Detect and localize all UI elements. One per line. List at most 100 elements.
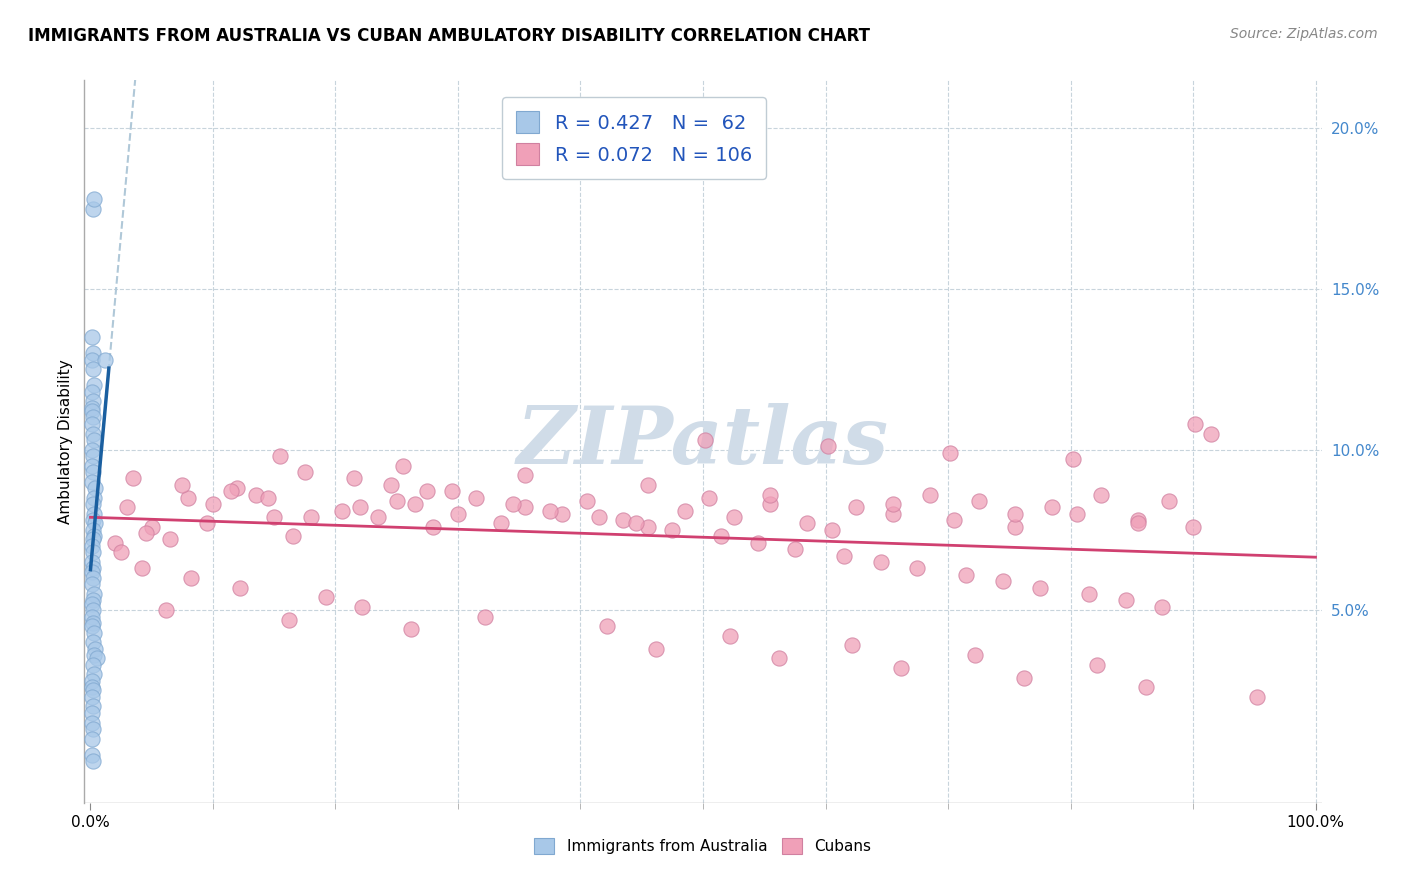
Point (80, 690, 103, 704)
Point (1152, 599, 1174, 614)
Point (82, 635, 104, 649)
Point (82, 449, 104, 463)
Point (82, 657, 104, 672)
Point (890, 661, 912, 675)
Point (83, 667, 105, 681)
Point (82, 571, 104, 585)
Point (281, 529, 304, 543)
Point (257, 491, 280, 505)
Point (1004, 507, 1026, 521)
Point (221, 484, 243, 499)
Point (82, 465, 104, 479)
Point (845, 500, 868, 515)
Point (201, 497, 224, 511)
Text: ZIPatlas: ZIPatlas (517, 403, 889, 480)
Point (1040, 500, 1063, 515)
Point (596, 619, 619, 633)
Point (447, 507, 470, 521)
Point (637, 478, 659, 492)
Text: IMMIGRANTS FROM AUSTRALIA VS CUBAN AMBULATORY DISABILITY CORRELATION CHART: IMMIGRANTS FROM AUSTRALIA VS CUBAN AMBUL… (28, 27, 870, 45)
Point (637, 519, 659, 533)
Point (349, 500, 371, 515)
Point (697, 491, 720, 505)
Point (991, 574, 1014, 589)
Point (882, 507, 904, 521)
Point (82, 754, 104, 768)
Point (963, 648, 986, 662)
Point (1135, 680, 1157, 694)
Point (82, 545, 104, 559)
Point (80, 706, 103, 720)
Point (83, 433, 105, 447)
Point (80, 577, 103, 591)
Point (135, 526, 157, 541)
Point (1012, 671, 1035, 685)
Point (385, 494, 408, 508)
Point (83, 529, 105, 543)
Point (82, 722, 104, 736)
Point (1087, 657, 1109, 672)
Point (86, 651, 108, 665)
Point (269, 449, 291, 463)
Point (80, 747, 103, 762)
Point (1077, 587, 1099, 601)
Point (1184, 417, 1206, 431)
Point (278, 613, 301, 627)
Point (352, 599, 374, 614)
Point (299, 510, 322, 524)
Point (80, 330, 103, 344)
Point (401, 623, 423, 637)
Point (1126, 516, 1149, 531)
Point (832, 549, 855, 563)
Point (84, 516, 107, 531)
Point (80, 609, 103, 624)
Point (80, 555, 103, 569)
Point (80, 715, 103, 730)
Point (783, 542, 806, 557)
Point (820, 523, 842, 537)
Point (515, 468, 537, 483)
Point (226, 481, 249, 495)
Point (80, 597, 103, 611)
Point (82, 394, 104, 409)
Point (404, 497, 426, 511)
Point (1182, 519, 1205, 533)
Point (710, 529, 733, 543)
Point (94, 352, 117, 367)
Point (1029, 581, 1052, 595)
Point (83, 625, 105, 640)
Point (759, 497, 782, 511)
Point (180, 571, 202, 585)
Point (82, 523, 104, 537)
Point (440, 484, 463, 499)
Point (343, 471, 366, 485)
Point (80, 680, 103, 694)
Point (661, 523, 683, 537)
Point (82, 202, 104, 216)
Point (673, 503, 696, 517)
Point (1246, 690, 1268, 704)
Point (80, 475, 103, 489)
Point (80, 401, 103, 415)
Point (723, 510, 745, 524)
Point (82, 410, 104, 425)
Point (82, 699, 104, 714)
Point (82, 615, 104, 630)
Point (718, 629, 741, 643)
Point (195, 516, 218, 531)
Point (380, 478, 402, 492)
Point (80, 565, 103, 579)
Point (474, 609, 496, 624)
Text: Source: ZipAtlas.com: Source: ZipAtlas.com (1230, 27, 1378, 41)
Point (502, 497, 524, 511)
Point (80, 404, 103, 418)
Point (575, 494, 598, 508)
Point (155, 603, 177, 617)
Point (229, 581, 252, 595)
Point (84, 481, 107, 495)
Point (588, 510, 610, 524)
Point (1115, 593, 1137, 607)
Point (80, 442, 103, 457)
Point (83, 507, 105, 521)
Point (967, 494, 990, 508)
